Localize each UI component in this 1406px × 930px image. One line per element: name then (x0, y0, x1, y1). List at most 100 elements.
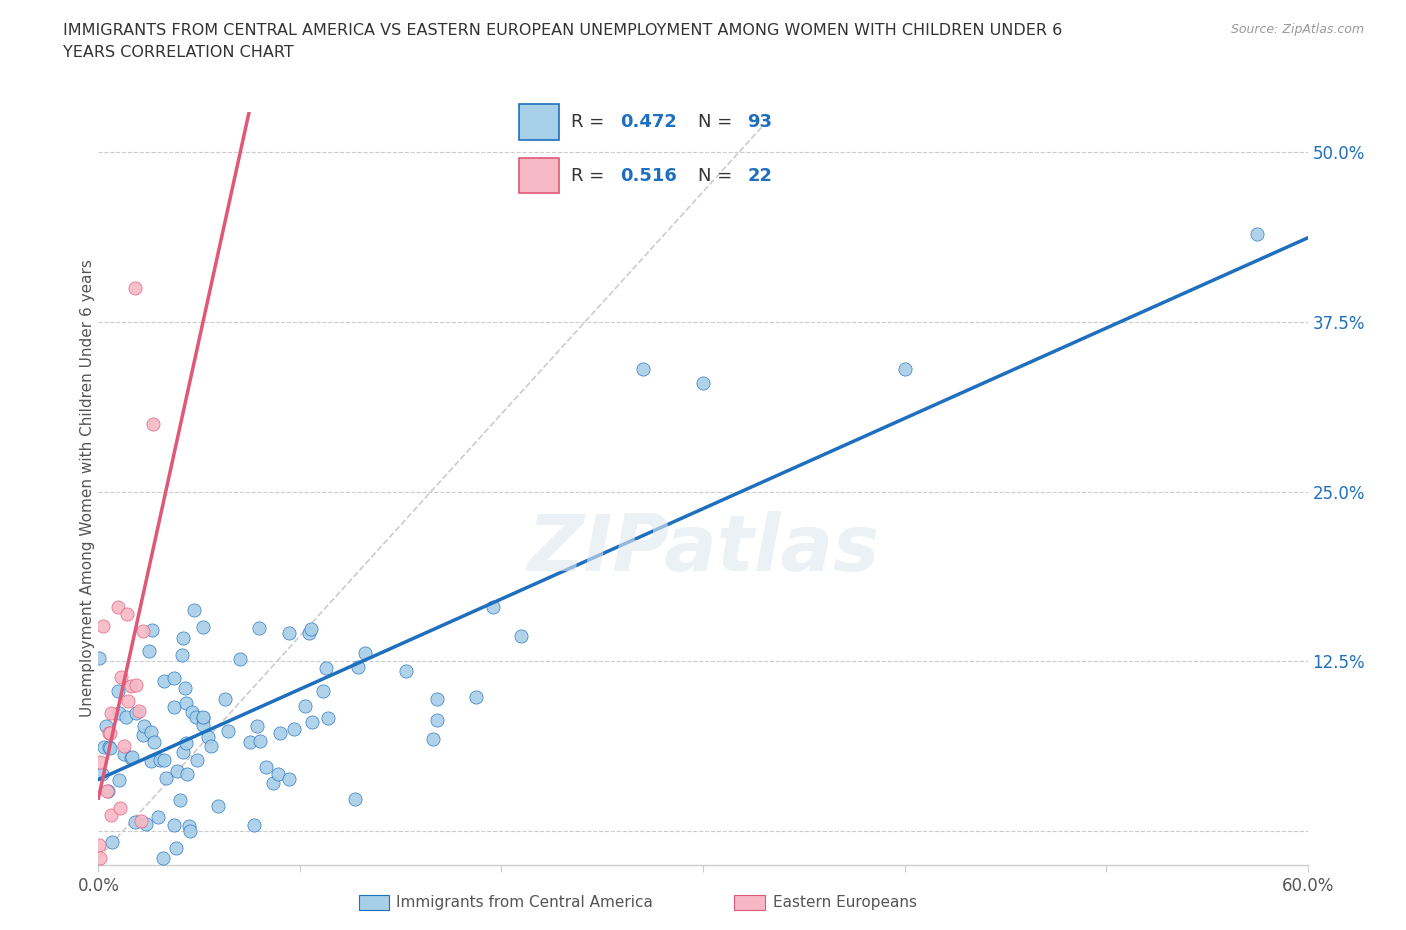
Point (283, 722, 305, 737)
Point (152, 673, 174, 688)
Point (353, 645, 375, 660)
Point (98, 740, 121, 755)
Point (108, 772, 131, 787)
Y-axis label: Unemployment Among Women with Children Under 6 years: Unemployment Among Women with Children U… (80, 259, 94, 717)
Point (94, 719, 117, 734)
Point (893, 362, 915, 377)
Point (87, 650, 110, 665)
Point (174, 696, 197, 711)
Point (269, 725, 291, 740)
Point (186, 752, 208, 767)
Point (115, 710, 138, 724)
Text: R =: R = (571, 166, 610, 184)
Point (124, 281, 146, 296)
Point (316, 711, 339, 725)
Point (91, 619, 114, 634)
Point (186, 710, 208, 724)
Point (120, 679, 142, 694)
Point (181, 704, 204, 719)
Point (146, 810, 169, 825)
Point (135, 817, 157, 831)
Point (266, 766, 288, 781)
Point (174, 681, 197, 696)
Text: 22: 22 (748, 166, 772, 184)
FancyBboxPatch shape (519, 104, 558, 140)
Point (108, 801, 131, 816)
Point (131, 727, 153, 742)
Text: Immigrants from Central America: Immigrants from Central America (396, 895, 654, 910)
Point (315, 661, 337, 676)
Point (142, 417, 165, 432)
Point (162, 671, 184, 685)
Point (89, 837, 111, 852)
Point (125, 705, 148, 720)
Point (165, 840, 187, 855)
Point (1246, 226, 1268, 241)
Point (163, 818, 186, 833)
Point (141, 622, 163, 637)
Text: N =: N = (697, 113, 738, 131)
Point (344, 792, 367, 807)
Text: IMMIGRANTS FROM CENTRAL AMERICA VS EASTERN EUROPEAN UNEMPLOYMENT AMONG WOMEN WIT: IMMIGRANTS FROM CENTRAL AMERICA VS EASTE… (63, 23, 1063, 38)
Point (93, 739, 115, 754)
Point (117, 693, 139, 708)
Point (149, 753, 172, 768)
Point (107, 600, 129, 615)
Point (301, 715, 323, 730)
Point (465, 690, 488, 705)
Point (172, 631, 194, 645)
Point (125, 678, 148, 693)
Point (124, 815, 146, 830)
Point (191, 718, 214, 733)
Point (100, 706, 122, 721)
Point (217, 724, 239, 738)
Text: N =: N = (697, 166, 738, 184)
Point (631, 362, 654, 377)
Text: 0.472: 0.472 (620, 113, 678, 131)
Point (299, 622, 322, 637)
Point (177, 818, 200, 833)
Point (312, 684, 335, 698)
Point (112, 738, 135, 753)
Point (298, 626, 321, 641)
Point (256, 760, 278, 775)
Point (191, 711, 214, 725)
Point (426, 712, 449, 727)
Point (229, 652, 252, 667)
Point (98, 740, 121, 755)
Point (100, 808, 122, 823)
Point (482, 600, 505, 615)
Point (166, 764, 188, 778)
Point (98, 726, 121, 741)
Point (278, 626, 301, 641)
Point (347, 659, 370, 674)
Point (129, 814, 152, 829)
Point (107, 684, 129, 698)
Point (422, 732, 444, 747)
Point (107, 706, 129, 721)
Point (174, 736, 197, 751)
Point (152, 851, 174, 866)
Text: ZIPatlas: ZIPatlas (527, 511, 879, 587)
Point (142, 735, 165, 750)
Point (132, 719, 155, 734)
Point (207, 798, 229, 813)
Point (193, 710, 215, 724)
Point (172, 647, 194, 662)
FancyBboxPatch shape (519, 158, 558, 193)
Point (176, 766, 198, 781)
Point (200, 738, 222, 753)
Point (169, 792, 191, 807)
Point (426, 691, 449, 706)
Point (262, 776, 284, 790)
Text: Source: ZipAtlas.com: Source: ZipAtlas.com (1230, 23, 1364, 36)
Point (197, 729, 219, 744)
Point (179, 823, 201, 838)
Point (120, 751, 142, 765)
Point (91, 766, 114, 781)
Point (112, 747, 135, 762)
Point (110, 669, 132, 684)
Point (89, 754, 111, 769)
Point (121, 749, 143, 764)
Point (89, 851, 111, 866)
